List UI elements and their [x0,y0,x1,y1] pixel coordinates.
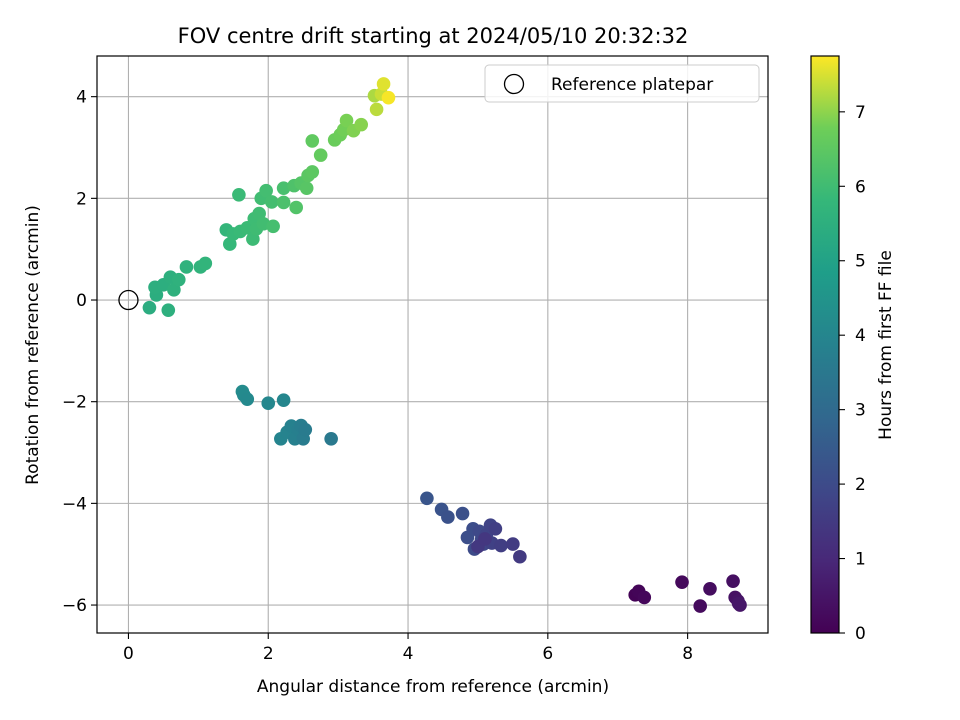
data-point [420,491,434,506]
legend-label: Reference platepar [551,75,713,95]
reference-platepar-marker [118,289,139,311]
data-point [324,432,338,446]
x-tick-label: 8 [682,644,693,664]
data-point [369,102,384,117]
data-point [494,538,508,553]
grid-lines [97,56,768,633]
data-point [305,134,320,148]
data-point [488,521,503,536]
data-point [298,422,313,437]
chart-title: FOV centre drift starting at 2024/05/10 … [178,24,689,48]
colorbar-tick-label: 4 [855,326,866,346]
colorbar: 0 1 2 3 4 5 6 7 Hours from first FF file [810,55,896,644]
colorbar-tick-label: 5 [855,252,866,272]
data-point [167,283,181,297]
colorbar-tick-label: 7 [855,103,866,123]
y-tick-label: −2 [62,393,87,413]
data-point [731,596,746,611]
data-point [142,300,157,315]
legend-box [484,64,760,103]
x-tick-label: 4 [403,644,414,664]
data-point [693,599,708,613]
x-tick-label: 0 [123,644,134,664]
data-points [142,77,747,613]
data-point [478,532,492,546]
data-point [726,574,740,588]
data-point [252,206,266,221]
colorbar-tick-label: 2 [855,475,866,495]
reference-marker-layer [118,289,139,311]
x-tick-label: 6 [542,644,553,664]
colorbar-tick-label: 3 [855,401,866,421]
data-point [289,200,304,215]
y-tick-label: 4 [76,88,87,108]
data-point [637,590,652,605]
plot-frame [96,55,769,634]
data-point [455,506,470,521]
colorbar-tick-label: 1 [855,550,866,570]
data-point [305,165,320,179]
y-tick-label: 0 [76,291,87,311]
data-point [299,181,314,195]
data-point [339,113,354,128]
data-point [703,581,717,596]
data-point [506,537,520,551]
data-point [513,549,527,564]
y-axis-label: Rotation from reference (arcmin) [23,205,43,485]
data-point [381,90,396,105]
data-point [276,181,291,195]
colorbar-tick-label: 6 [855,177,866,197]
data-point [259,183,273,198]
data-point [354,117,369,132]
data-point [376,77,391,91]
data-point [264,195,279,209]
x-tick-label: 2 [263,644,274,664]
colorbar-tick-label: 0 [855,624,866,644]
y-tick-label: −4 [62,494,87,514]
data-point [313,148,328,162]
data-point [276,393,291,407]
data-point [276,195,291,210]
legend-marker [503,73,525,95]
data-point [161,303,176,317]
data-point [675,575,689,589]
data-point [441,510,455,524]
legend: Reference platepar [484,64,760,103]
x-axis-label: Angular distance from reference (arcmin) [257,677,609,697]
colorbar-gradient [810,55,840,634]
y-tick-label: −6 [62,596,87,616]
colorbar-ticks: 0 1 2 3 4 5 6 7 [839,103,866,644]
x-axis-ticks: 0 2 4 6 8 [123,633,693,664]
data-point [232,187,246,202]
data-point [179,260,194,274]
data-point [198,256,213,271]
y-axis-ticks: −6 −4 −2 0 2 4 [62,88,97,616]
data-point [240,392,255,406]
data-point [266,219,280,234]
data-point [171,272,186,287]
colorbar-label: Hours from first FF file [876,250,896,440]
y-tick-label: 2 [76,189,87,209]
data-point [261,396,276,411]
